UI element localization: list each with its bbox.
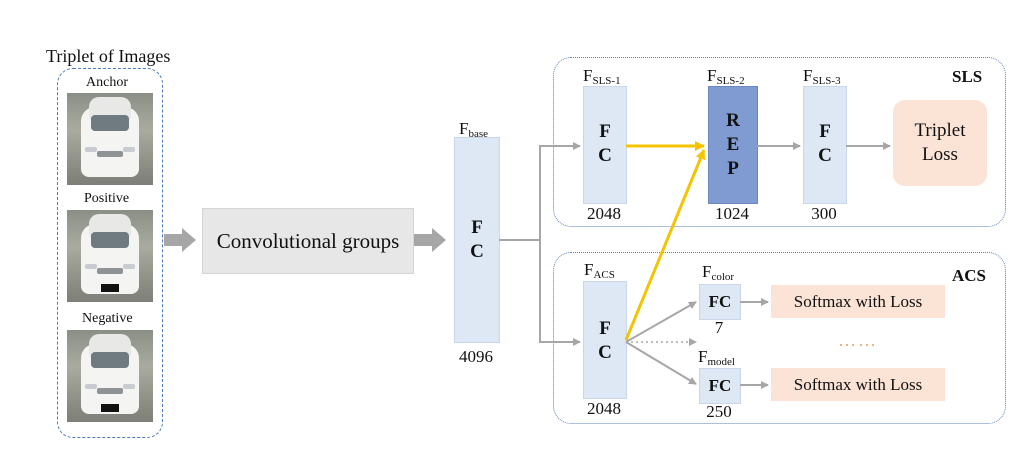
ellipsis-text: …… [838, 330, 878, 350]
model-fc-label: Fmodel [698, 347, 735, 368]
triplet-group [57, 68, 163, 438]
acs-fc-box: F C [583, 281, 627, 399]
model-fc-box: FC [699, 368, 741, 404]
acs-fc-size: 2048 [587, 399, 621, 418]
arrow-base-to-acs [539, 240, 581, 346]
acs-fc-label: FACS [584, 260, 615, 281]
arrow-acs-to-color [625, 301, 697, 343]
sls3-size: 300 [811, 204, 837, 223]
arrow-base-to-sls [499, 142, 581, 241]
model-fc-size: 250 [706, 402, 732, 421]
positive-label: Positive [84, 191, 130, 206]
sls1-size: 2048 [587, 204, 621, 223]
sls2-label: FSLS-2 [707, 66, 745, 87]
color-fc-box: FC [699, 284, 741, 320]
block-arrow-conv-to-base [414, 228, 446, 252]
sls1-label: FSLS-1 [583, 66, 621, 87]
arrow-acs-to-rep [624, 149, 706, 341]
softmax-loss-model-box: Softmax with Loss [771, 368, 945, 401]
convolutional-groups-box: Convolutional groups [202, 208, 414, 274]
anchor-image [67, 93, 153, 185]
color-fc-size: 7 [714, 318, 724, 337]
base-fc-size: 4096 [459, 347, 493, 366]
color-fc-label: Fcolor [702, 262, 735, 283]
acs-branch-box [553, 252, 1006, 424]
triplet-title: Triplet of Images [46, 46, 171, 66]
sls3-label: FSLS-3 [803, 66, 841, 87]
triplet-loss-line1: Triplet [914, 120, 966, 141]
block-arrow-triplet-to-conv [164, 228, 196, 252]
softmax-loss-color-box: Softmax with Loss [771, 285, 945, 318]
arrow-acs-to-model [625, 341, 697, 385]
anchor-label: Anchor [86, 75, 128, 90]
negative-label: Negative [82, 311, 133, 326]
triplet-loss-box: Triplet Loss [893, 100, 987, 186]
negative-image [67, 330, 153, 422]
sls2-size: 1024 [715, 204, 749, 223]
acs-title: ACS [952, 266, 987, 285]
sls3-fc-box: F C [803, 86, 847, 204]
positive-image [67, 210, 153, 302]
sls1-fc-box: F C [583, 86, 627, 204]
sls-title: SLS [952, 67, 983, 86]
sls-branch-box [553, 57, 1006, 227]
convolutional-groups-label: Convolutional groups [216, 228, 400, 253]
sls2-rep-box: R E P [708, 86, 758, 204]
triplet-loss-line2: Loss [922, 144, 958, 165]
